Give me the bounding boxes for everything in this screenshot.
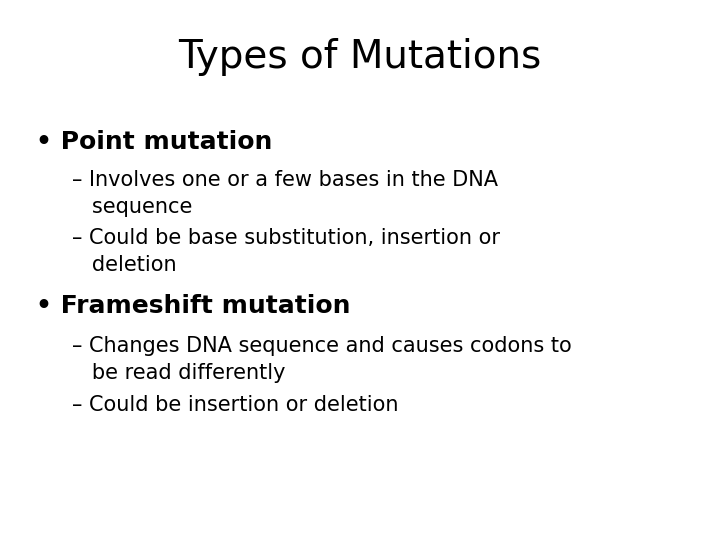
Text: sequence: sequence xyxy=(72,197,192,217)
Text: – Changes DNA sequence and causes codons to: – Changes DNA sequence and causes codons… xyxy=(72,336,572,356)
Text: – Could be base substitution, insertion or: – Could be base substitution, insertion … xyxy=(72,228,500,248)
Text: – Involves one or a few bases in the DNA: – Involves one or a few bases in the DNA xyxy=(72,170,498,190)
Text: – Could be insertion or deletion: – Could be insertion or deletion xyxy=(72,395,398,415)
Text: • Frameshift mutation: • Frameshift mutation xyxy=(36,294,351,318)
Text: • Point mutation: • Point mutation xyxy=(36,130,272,153)
Text: deletion: deletion xyxy=(72,255,176,275)
Text: Types of Mutations: Types of Mutations xyxy=(179,38,541,76)
Text: be read differently: be read differently xyxy=(72,363,286,383)
